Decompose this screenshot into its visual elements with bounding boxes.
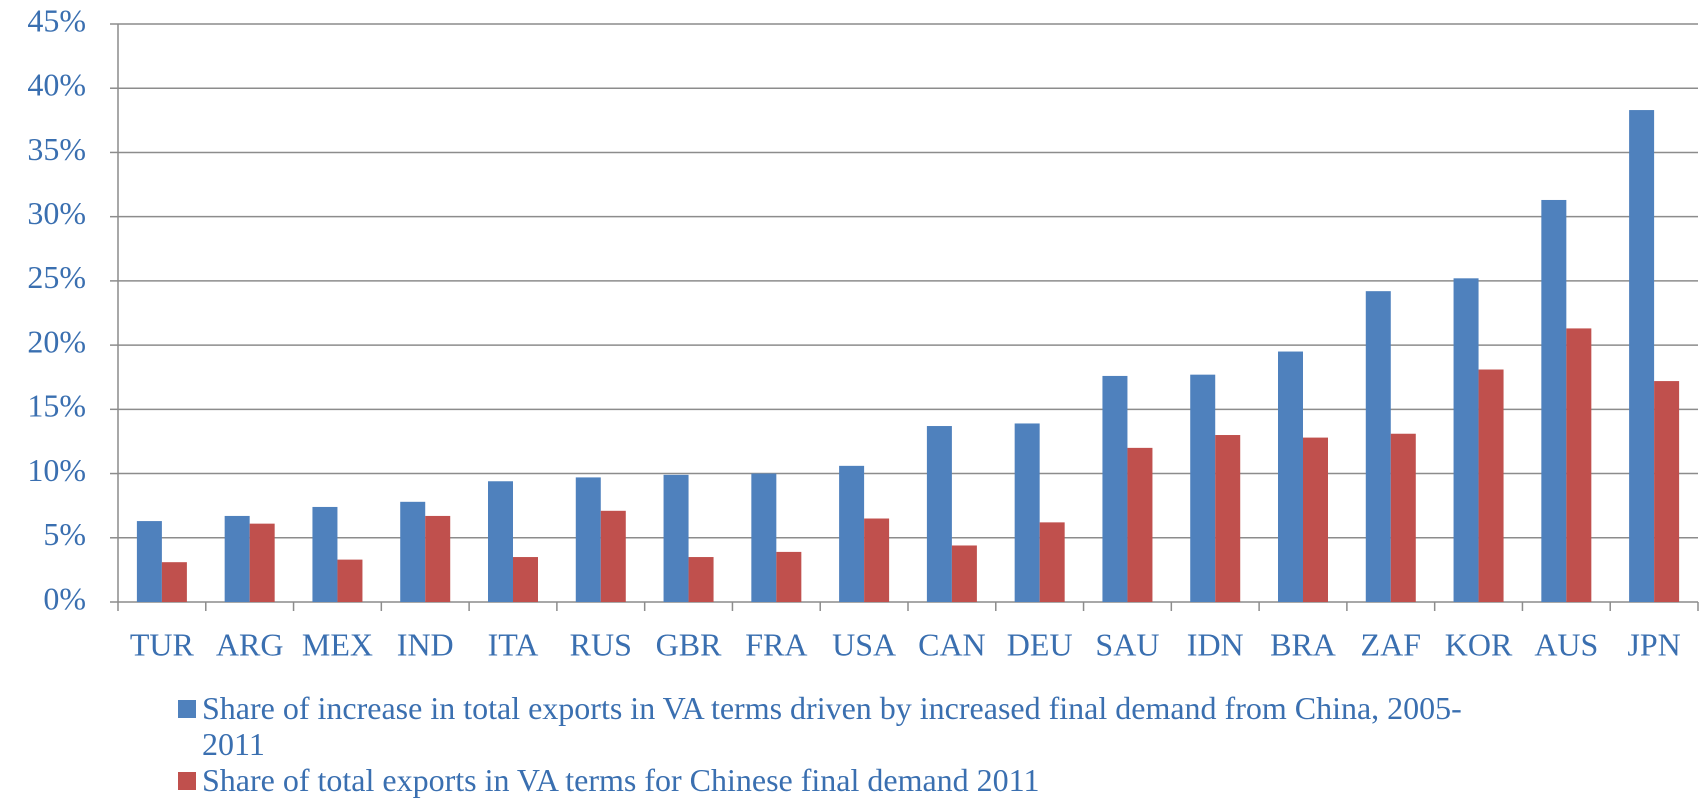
bar [575, 477, 601, 602]
x-tick-label: CAN [918, 626, 986, 662]
bar [1541, 199, 1567, 603]
bar [1365, 291, 1391, 602]
x-tick-label: DEU [1007, 626, 1073, 662]
x-tick-label: ZAF [1361, 626, 1421, 662]
y-tick-label: 5% [43, 516, 86, 552]
y-tick-label: 30% [27, 195, 86, 231]
x-tick-label: ITA [488, 626, 539, 662]
x-tick-label: IND [397, 626, 454, 662]
bar [663, 474, 689, 602]
legend-label: Share of total exports in VA terms for C… [202, 762, 1040, 798]
x-tick-label: AUS [1534, 626, 1598, 662]
bar [1566, 328, 1592, 602]
legend-item: Share of total exports in VA terms for C… [178, 762, 1638, 798]
x-tick-label: BRA [1270, 626, 1336, 662]
bar [337, 559, 363, 602]
bar [1014, 423, 1040, 602]
bar [864, 518, 890, 602]
y-tick-label: 35% [27, 131, 86, 167]
bar [425, 515, 451, 602]
y-tick-label: 45% [27, 2, 86, 38]
bar [1654, 381, 1680, 602]
bar [136, 521, 162, 602]
y-tick-label: 40% [27, 67, 86, 103]
y-tick-label: 20% [27, 323, 86, 359]
bar [1215, 435, 1241, 602]
y-tick-label: 10% [27, 452, 86, 488]
x-tick-label: GBR [656, 626, 722, 662]
x-tick-label: TUR [130, 626, 195, 662]
bar [751, 473, 777, 602]
bar [1039, 522, 1065, 602]
bar [1102, 375, 1128, 602]
x-tick-label: MEX [302, 626, 373, 662]
bar [1190, 374, 1216, 602]
bar [1390, 433, 1416, 602]
x-tick-label: ARG [216, 626, 284, 662]
legend: Share of increase in total exports in VA… [178, 690, 1638, 798]
x-tick-label: USA [832, 626, 896, 662]
y-tick-label: 25% [27, 259, 86, 295]
bar [926, 426, 952, 602]
bar [1127, 447, 1153, 602]
bar [1629, 110, 1655, 603]
bar [951, 545, 977, 602]
bar [161, 562, 187, 602]
legend-item: Share of increase in total exports in VA… [178, 690, 1638, 762]
legend-swatch [178, 700, 196, 718]
x-tick-label: RUS [570, 626, 632, 662]
y-tick-label: 0% [43, 580, 86, 616]
bar [488, 481, 513, 602]
bar [513, 557, 538, 602]
bar [1303, 437, 1328, 602]
legend-swatch [178, 772, 196, 790]
bar [249, 523, 275, 602]
x-tick-label: FRA [745, 626, 807, 662]
bar [1278, 351, 1303, 602]
bar [312, 506, 338, 602]
bar [1453, 278, 1479, 602]
x-tick-label: JPN [1627, 626, 1680, 662]
x-tick-label: KOR [1445, 626, 1513, 662]
bar [776, 551, 802, 602]
bar [600, 510, 626, 602]
bar [400, 501, 426, 602]
bar [224, 515, 250, 602]
x-tick-label: IDN [1187, 626, 1244, 662]
bar [1478, 369, 1504, 602]
x-tick-label: SAU [1095, 626, 1159, 662]
bar [839, 465, 865, 602]
chart: 0% 5% 10% 15% 20% 25% 30% 35% 40% 45% TUR ARG MEX IND… [27, 2, 1699, 662]
bar [688, 557, 714, 602]
legend-label: Share of increase in total exports in VA… [202, 690, 1462, 762]
y-tick-label: 15% [27, 388, 86, 424]
